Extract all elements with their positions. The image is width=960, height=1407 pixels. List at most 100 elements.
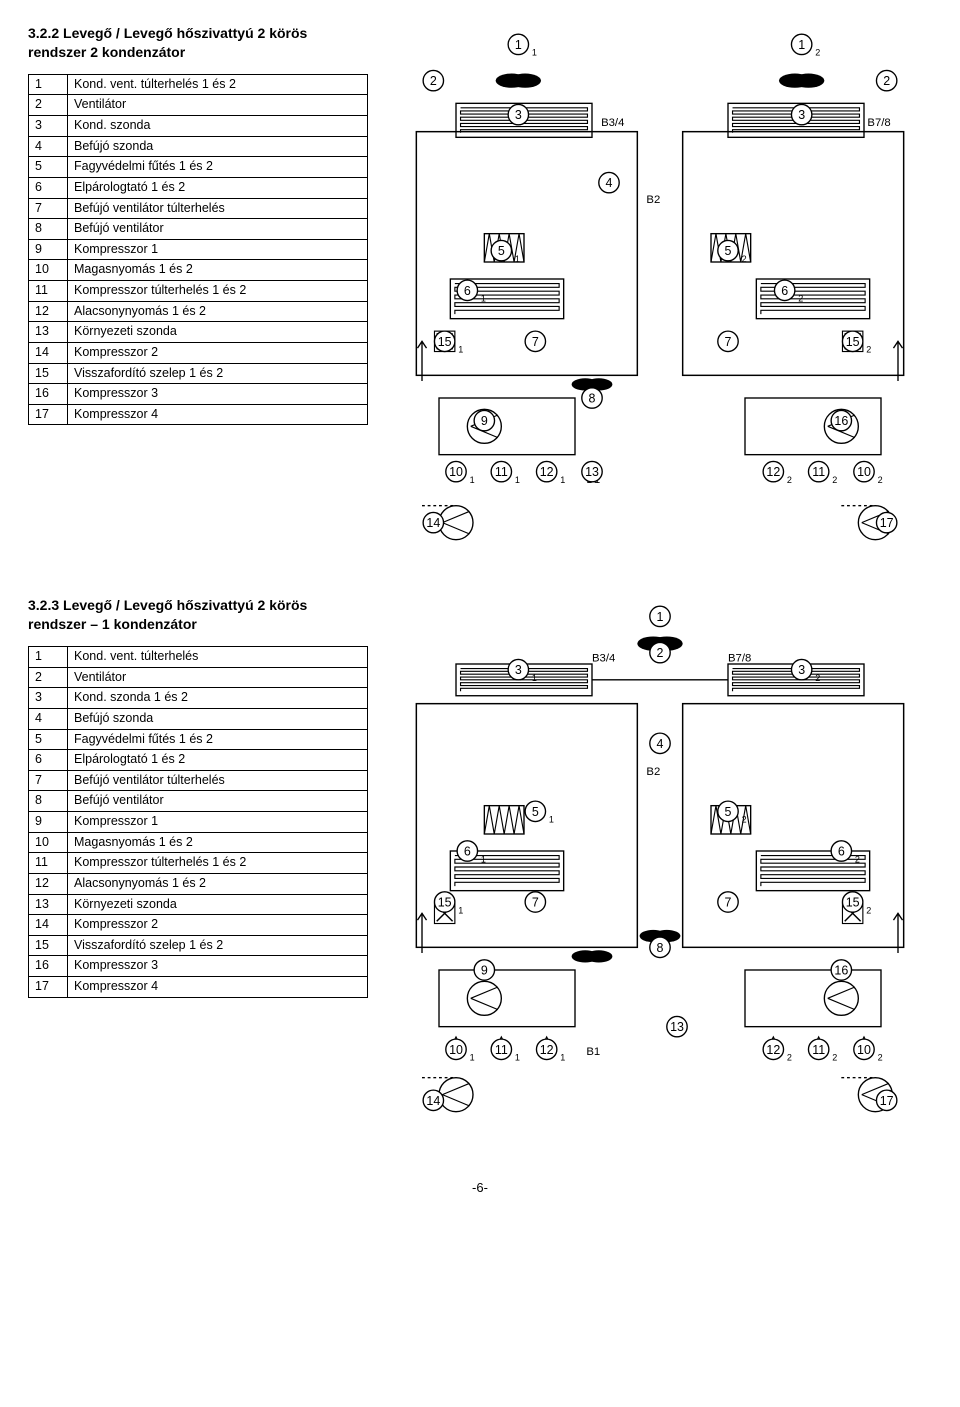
legend-label: Befújó ventilátor xyxy=(68,219,368,240)
legend-num: 1 xyxy=(29,74,68,95)
legend-row: 15Visszafordító szelep 1 és 2 xyxy=(29,935,368,956)
legend-num: 10 xyxy=(29,832,68,853)
svg-text:17: 17 xyxy=(880,516,894,530)
legend-num: 7 xyxy=(29,198,68,219)
svg-text:B3/4: B3/4 xyxy=(592,653,615,665)
legend-row: 16Kompresszor 3 xyxy=(29,956,368,977)
svg-text:2: 2 xyxy=(742,254,747,264)
legend-row: 8Befújó ventilátor xyxy=(29,791,368,812)
svg-text:8: 8 xyxy=(589,392,596,406)
legend-num: 11 xyxy=(29,853,68,874)
svg-text:2: 2 xyxy=(787,1053,792,1063)
svg-text:2: 2 xyxy=(430,74,437,88)
svg-text:2: 2 xyxy=(815,48,820,58)
svg-text:1: 1 xyxy=(532,673,537,683)
legend-num: 3 xyxy=(29,116,68,137)
legend-label: Kompresszor 3 xyxy=(68,956,368,977)
section-322-title: 3.2.2 Levegő / Levegő hőszivattyú 2 körö… xyxy=(28,24,368,62)
legend-label: Befújó ventilátor túlterhelés xyxy=(68,770,368,791)
legend-label: Elpárologtató 1 és 2 xyxy=(68,750,368,771)
legend-num: 10 xyxy=(29,260,68,281)
legend-row: 11Kompresszor túlterhelés 1 és 2 xyxy=(29,853,368,874)
svg-text:B7/8: B7/8 xyxy=(728,653,751,665)
svg-text:1: 1 xyxy=(549,815,554,825)
svg-text:7: 7 xyxy=(532,896,539,910)
legend-num: 16 xyxy=(29,956,68,977)
section-323-left: 3.2.3 Levegő / Levegő hőszivattyú 2 körö… xyxy=(28,596,368,997)
svg-text:13: 13 xyxy=(670,1021,684,1035)
legend-row: 16Kompresszor 3 xyxy=(29,384,368,405)
legend-num: 12 xyxy=(29,301,68,322)
legend-num: 11 xyxy=(29,281,68,302)
legend-num: 2 xyxy=(29,667,68,688)
svg-text:10: 10 xyxy=(857,465,871,479)
legend-row: 17Kompresszor 4 xyxy=(29,404,368,425)
svg-text:B3/4: B3/4 xyxy=(601,117,624,129)
legend-label: Fagyvédelmi fűtés 1 és 2 xyxy=(68,157,368,178)
svg-text:8: 8 xyxy=(657,941,664,955)
svg-text:10: 10 xyxy=(857,1043,871,1057)
svg-text:1: 1 xyxy=(515,38,522,52)
legend-row: 6Elpárologtató 1 és 2 xyxy=(29,177,368,198)
svg-text:3: 3 xyxy=(515,664,522,678)
legend-label: Kompresszor túlterhelés 1 és 2 xyxy=(68,853,368,874)
svg-text:3: 3 xyxy=(515,108,522,122)
legend-num: 13 xyxy=(29,894,68,915)
legend-label: Befújó ventilátor xyxy=(68,791,368,812)
svg-text:1: 1 xyxy=(657,610,664,624)
legend-row: 5Fagyvédelmi fűtés 1 és 2 xyxy=(29,157,368,178)
svg-text:1: 1 xyxy=(470,1053,475,1063)
svg-text:16: 16 xyxy=(834,964,848,978)
legend-row: 13Környezeti szonda xyxy=(29,894,368,915)
legend-label: Kompresszor 4 xyxy=(68,404,368,425)
legend-label: Magasnyomás 1 és 2 xyxy=(68,260,368,281)
svg-text:15: 15 xyxy=(846,896,860,910)
svg-text:12: 12 xyxy=(766,1043,780,1057)
svg-text:15: 15 xyxy=(438,896,452,910)
svg-text:1: 1 xyxy=(515,1053,520,1063)
svg-text:6: 6 xyxy=(838,845,845,859)
section-322-left: 3.2.2 Levegő / Levegő hőszivattyú 2 körö… xyxy=(28,24,368,425)
legend-label: Kond. vent. túlterhelés xyxy=(68,647,368,668)
legend-label: Kond. szonda xyxy=(68,116,368,137)
svg-text:1: 1 xyxy=(798,38,805,52)
legend-label: Kompresszor 1 xyxy=(68,812,368,833)
legend-label: Környezeti szonda xyxy=(68,322,368,343)
legend-num: 1 xyxy=(29,647,68,668)
legend-row: 14Kompresszor 2 xyxy=(29,915,368,936)
svg-text:2: 2 xyxy=(832,475,837,485)
legend-label: Visszafordító szelep 1 és 2 xyxy=(68,935,368,956)
legend-label: Ventilátor xyxy=(68,95,368,116)
legend-num: 17 xyxy=(29,404,68,425)
svg-text:1: 1 xyxy=(560,1053,565,1063)
svg-text:1: 1 xyxy=(481,855,486,865)
svg-text:3: 3 xyxy=(798,664,805,678)
legend-label: Befújó szonda xyxy=(68,708,368,729)
svg-text:2: 2 xyxy=(866,906,871,916)
svg-text:1: 1 xyxy=(458,345,463,355)
svg-text:6: 6 xyxy=(464,845,471,859)
legend-row: 13Környezeti szonda xyxy=(29,322,368,343)
legend-label: Visszafordító szelep 1 és 2 xyxy=(68,363,368,384)
svg-text:6: 6 xyxy=(464,284,471,298)
legend-label: Elpárologtató 1 és 2 xyxy=(68,177,368,198)
svg-text:7: 7 xyxy=(725,896,732,910)
legend-row: 12Alacsonynyomás 1 és 2 xyxy=(29,873,368,894)
legend-num: 15 xyxy=(29,935,68,956)
legend-num: 14 xyxy=(29,342,68,363)
legend-row: 3Kond. szonda 1 és 2 xyxy=(29,688,368,709)
svg-text:1: 1 xyxy=(515,475,520,485)
legend-num: 5 xyxy=(29,157,68,178)
svg-text:16: 16 xyxy=(834,414,848,428)
legend-num: 4 xyxy=(29,136,68,157)
legend-row: 2Ventilátor xyxy=(29,667,368,688)
legend-label: Kond. vent. túlterhelés 1 és 2 xyxy=(68,74,368,95)
svg-text:1: 1 xyxy=(481,294,486,304)
legend-label: Fagyvédelmi fűtés 1 és 2 xyxy=(68,729,368,750)
svg-text:1: 1 xyxy=(458,906,463,916)
svg-text:2: 2 xyxy=(798,294,803,304)
legend-label: Alacsonynyomás 1 és 2 xyxy=(68,873,368,894)
legend-num: 14 xyxy=(29,915,68,936)
svg-text:5: 5 xyxy=(532,805,539,819)
svg-text:2: 2 xyxy=(815,673,820,683)
